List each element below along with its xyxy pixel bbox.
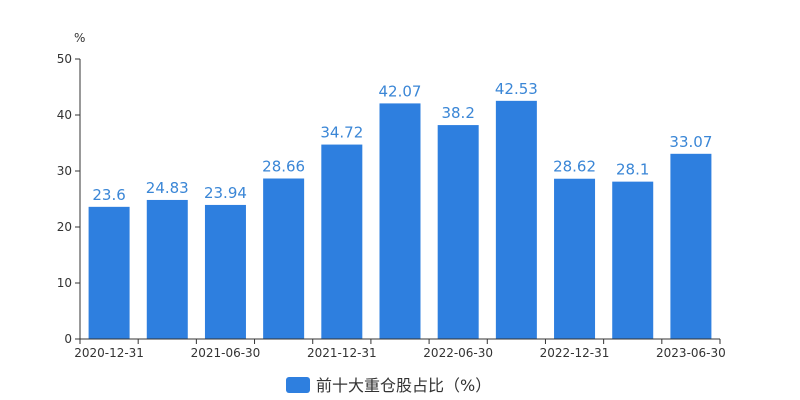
data-labels: 23.6 24.83 23.94 28.66 34.72 42.07 38.2 42.53 28… (92, 80, 712, 204)
data-label: 42.53 (495, 80, 538, 98)
x-tick-label: 2023-06-30 (656, 346, 726, 360)
bar[interactable] (612, 181, 654, 339)
data-label: 33.07 (669, 133, 712, 151)
x-tick-label: 2021-12-31 (307, 346, 377, 360)
bars (88, 100, 712, 340)
bar[interactable] (263, 178, 305, 339)
y-axis: 0 10 20 30 40 50 (57, 52, 81, 346)
x-tick-label: 2022-12-31 (540, 346, 610, 360)
bar[interactable] (88, 206, 130, 339)
x-tick-label: 2021-06-30 (191, 346, 261, 360)
legend[interactable]: 前十大重仓股占比（%） (286, 376, 491, 395)
bar[interactable] (670, 153, 712, 339)
y-tick-label: 10 (57, 276, 72, 290)
legend-label: 前十大重仓股占比（%） (316, 376, 491, 395)
y-tick-label: 50 (57, 52, 72, 66)
bar[interactable] (554, 178, 596, 339)
bar[interactable] (146, 199, 188, 339)
data-label: 28.1 (616, 161, 649, 179)
bar[interactable] (321, 144, 363, 339)
bar[interactable] (204, 204, 246, 339)
data-label: 38.2 (441, 104, 474, 122)
x-tick-label: 2022-06-30 (423, 346, 493, 360)
data-label: 24.83 (146, 179, 189, 197)
data-label: 28.66 (262, 158, 305, 176)
data-label: 23.6 (92, 186, 125, 204)
y-tick-label: 30 (57, 164, 72, 178)
bar[interactable] (437, 125, 479, 339)
data-label: 28.62 (553, 158, 596, 176)
data-label: 23.94 (204, 184, 247, 202)
data-label: 42.07 (379, 82, 422, 100)
y-tick-label: 40 (57, 108, 72, 122)
legend-swatch (286, 377, 310, 393)
y-tick-label: 20 (57, 220, 72, 234)
x-axis: 2020-12-31 2021-06-30 2021-12-31 2022-06-30… (74, 338, 726, 360)
y-tick-label: 0 (64, 332, 72, 346)
bar[interactable] (379, 103, 421, 340)
y-axis-unit: % (74, 31, 85, 45)
data-label: 34.72 (320, 124, 363, 142)
x-tick-label: 2020-12-31 (74, 346, 144, 360)
bar[interactable] (495, 100, 537, 339)
